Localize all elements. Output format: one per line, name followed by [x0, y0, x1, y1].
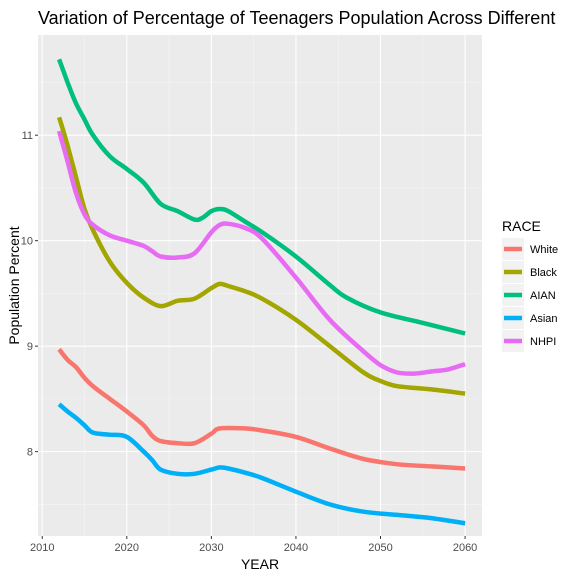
- legend-item-asian: Asian: [502, 307, 558, 329]
- major-gridlines: [38, 35, 482, 536]
- y-tick-label: 9: [27, 341, 33, 353]
- y-axis-ticks: 8 9 10 11: [21, 130, 38, 459]
- x-tick-label: 2030: [199, 542, 223, 554]
- plot-panel: [38, 35, 482, 536]
- chart-title: Variation of Percentage of Teenagers Pop…: [38, 8, 555, 28]
- y-axis-title: Population Percent: [6, 226, 22, 344]
- series-line-nhpi: [56, 130, 466, 376]
- y-tick-label: 10: [21, 236, 33, 248]
- legend-label: NHPI: [530, 336, 556, 348]
- series-lines: [56, 58, 466, 526]
- x-tick-label: 2060: [453, 542, 477, 554]
- x-tick-label: 2050: [368, 542, 392, 554]
- series-line-asian: [57, 402, 466, 526]
- y-tick-label: 11: [22, 130, 33, 142]
- legend: RACE White Black AIAN Asian NHPI: [502, 218, 558, 352]
- legend-label: Asian: [530, 313, 558, 325]
- x-axis-title: YEAR: [241, 556, 279, 572]
- legend-label: White: [530, 244, 558, 256]
- series-line-white: [57, 347, 466, 471]
- x-tick-label: 2020: [115, 542, 139, 554]
- legend-item-white: White: [502, 238, 558, 260]
- legend-title: RACE: [502, 218, 541, 234]
- legend-item-aian: AIAN: [502, 284, 556, 306]
- legend-label: AIAN: [530, 290, 556, 302]
- legend-label: Black: [530, 267, 557, 279]
- series-line-aian: [57, 58, 466, 336]
- x-tick-label: 2010: [30, 542, 54, 554]
- x-tick-label: 2040: [284, 542, 308, 554]
- y-tick-label: 8: [27, 447, 33, 459]
- x-axis-ticks: 2010 2020 2030 2040 2050 2060: [30, 536, 477, 554]
- legend-item-black: Black: [502, 261, 557, 283]
- legend-item-nhpi: NHPI: [502, 330, 556, 352]
